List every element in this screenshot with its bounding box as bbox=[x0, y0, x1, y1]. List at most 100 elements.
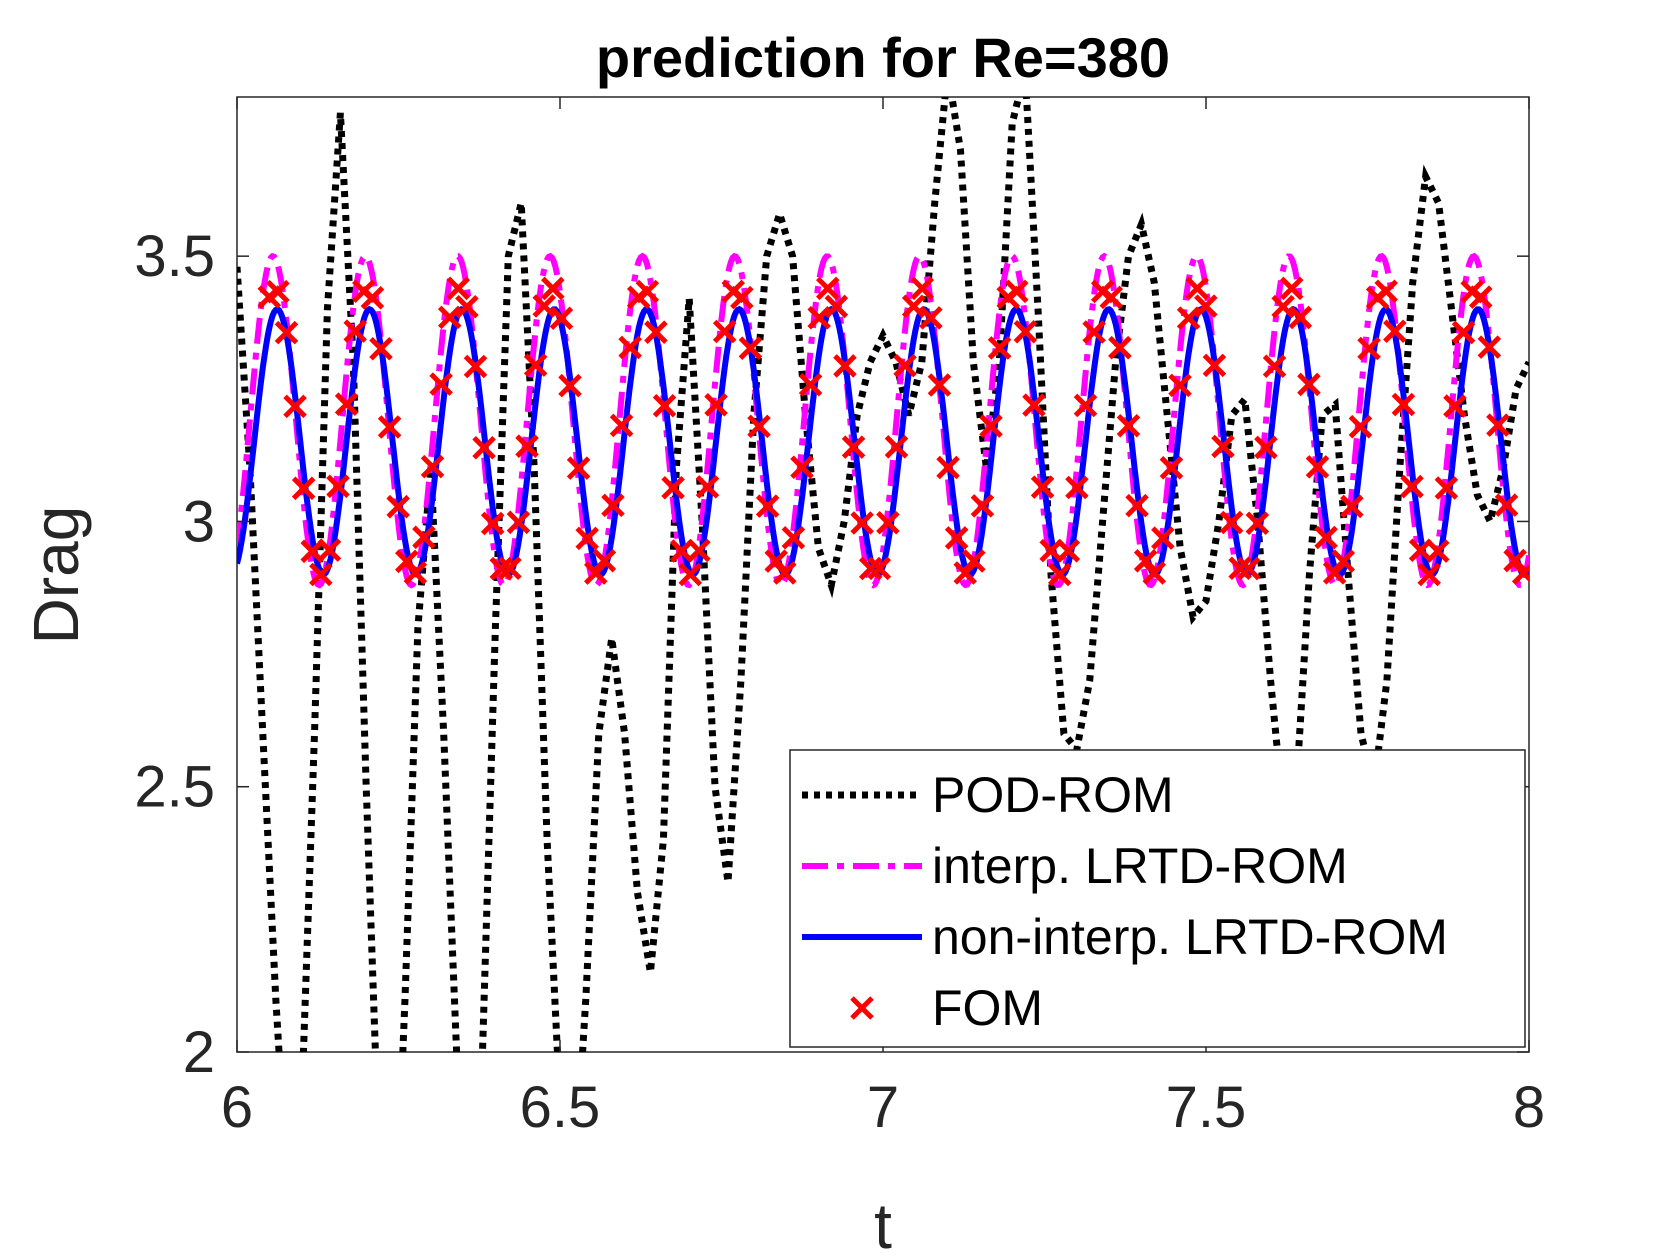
fom-marker bbox=[377, 415, 402, 439]
fom-marker bbox=[515, 434, 539, 458]
fom-marker bbox=[644, 320, 668, 344]
fom-marker bbox=[1056, 539, 1081, 563]
fom-marker bbox=[824, 294, 849, 319]
fom-marker bbox=[1073, 393, 1098, 418]
fom-marker bbox=[343, 319, 367, 343]
fom-marker bbox=[712, 319, 737, 344]
fom-marker bbox=[970, 494, 995, 518]
fom-marker bbox=[584, 561, 608, 585]
fom-marker bbox=[687, 538, 711, 563]
fom-marker bbox=[1219, 510, 1244, 535]
fom-marker bbox=[1194, 294, 1218, 318]
fom-marker bbox=[618, 335, 642, 360]
fom-marker bbox=[1030, 475, 1055, 499]
fom-marker bbox=[841, 435, 866, 459]
fom-marker bbox=[1477, 335, 1502, 359]
fom-marker bbox=[1228, 556, 1252, 581]
fom-marker bbox=[1245, 511, 1270, 536]
fom-marker bbox=[369, 336, 393, 361]
fom-marker bbox=[360, 286, 385, 310]
fom-marker bbox=[773, 561, 797, 585]
legend-label: non-interp. LRTD-ROM bbox=[932, 909, 1448, 965]
fom-marker bbox=[1503, 548, 1527, 573]
fom-marker bbox=[549, 306, 574, 331]
fom-marker bbox=[635, 279, 660, 304]
fom-marker bbox=[661, 475, 685, 500]
fom-marker bbox=[283, 394, 307, 419]
fom-marker bbox=[1082, 320, 1106, 344]
fom-marker bbox=[480, 511, 505, 536]
fom-marker bbox=[893, 353, 917, 378]
fom-marker bbox=[1211, 434, 1235, 459]
legend-entry: non-interp. LRTD-ROM bbox=[802, 909, 1448, 965]
legend-entry: POD-ROM bbox=[802, 767, 1174, 823]
fom-marker bbox=[437, 305, 462, 330]
fom-marker bbox=[274, 320, 299, 345]
fom-marker bbox=[1468, 285, 1493, 309]
fom-marker bbox=[962, 549, 986, 573]
fom-marker bbox=[1262, 354, 1287, 378]
fom-marker bbox=[730, 285, 754, 310]
fom-marker bbox=[1254, 435, 1278, 460]
fom-marker bbox=[979, 414, 1003, 438]
fom-marker bbox=[858, 556, 883, 581]
fom-marker bbox=[317, 538, 342, 562]
legend-entry: FOM bbox=[850, 980, 1043, 1036]
fom-marker bbox=[1434, 476, 1459, 500]
fom-marker bbox=[575, 526, 599, 551]
fom-marker bbox=[1348, 414, 1373, 439]
fom-marker bbox=[1151, 526, 1175, 550]
fom-marker bbox=[747, 414, 771, 439]
fom-marker bbox=[678, 562, 703, 587]
fom-marker bbox=[1400, 474, 1424, 499]
fom-marker bbox=[798, 372, 823, 397]
fom-marker bbox=[850, 511, 874, 535]
y-tick-label: 2 bbox=[183, 1020, 215, 1085]
legend-label: POD-ROM bbox=[932, 767, 1174, 823]
fom-marker bbox=[1271, 294, 1295, 319]
fom-marker bbox=[334, 392, 359, 416]
fom-marker bbox=[755, 494, 780, 518]
fom-marker bbox=[1065, 475, 1089, 500]
y-tick-label: 3.5 bbox=[134, 224, 215, 289]
fom-marker bbox=[1331, 549, 1356, 573]
fom-marker bbox=[541, 276, 565, 301]
fom-marker bbox=[1013, 319, 1038, 344]
x-tick-label: 6 bbox=[221, 1075, 253, 1140]
fom-marker bbox=[1159, 456, 1184, 480]
fom-marker bbox=[455, 294, 479, 319]
fom-marker bbox=[695, 475, 720, 499]
fom-marker bbox=[1443, 394, 1467, 418]
fom-marker bbox=[472, 435, 496, 460]
fom-marker bbox=[1494, 493, 1519, 517]
fom-marker bbox=[1426, 539, 1450, 563]
fom-marker bbox=[1125, 493, 1149, 518]
fom-marker bbox=[420, 454, 445, 479]
fom-marker bbox=[489, 556, 514, 581]
fom-marker bbox=[609, 413, 634, 438]
y-axis-label: Drag bbox=[20, 506, 92, 645]
fom-marker bbox=[523, 353, 548, 377]
fom-marker bbox=[1108, 335, 1132, 360]
fom-marker bbox=[867, 556, 892, 581]
fom-marker bbox=[386, 494, 410, 519]
fom-marker bbox=[652, 393, 677, 418]
fom-marker bbox=[403, 561, 428, 585]
legend: POD-ROM interp. LRTD-ROM non-interp. LRTD-… bbox=[789, 749, 1526, 1048]
fom-marker bbox=[1099, 285, 1124, 310]
fom-marker bbox=[412, 525, 436, 550]
x-tick-label: 8 bbox=[1513, 1075, 1545, 1140]
fom-marker bbox=[1357, 336, 1381, 361]
fom-marker bbox=[601, 493, 625, 518]
fom-marker bbox=[936, 455, 960, 480]
fom-marker bbox=[927, 373, 952, 397]
fom-marker bbox=[592, 548, 617, 573]
x-tick-label: 6.5 bbox=[520, 1075, 601, 1140]
y-tick-label: 2.5 bbox=[134, 755, 215, 820]
fom-marker bbox=[1391, 392, 1416, 417]
legend-label: FOM bbox=[932, 980, 1043, 1036]
fom-marker bbox=[1340, 494, 1364, 519]
fom-marker bbox=[704, 393, 728, 417]
fom-marker bbox=[884, 435, 909, 459]
legend-entry: interp. LRTD-ROM bbox=[802, 838, 1348, 894]
